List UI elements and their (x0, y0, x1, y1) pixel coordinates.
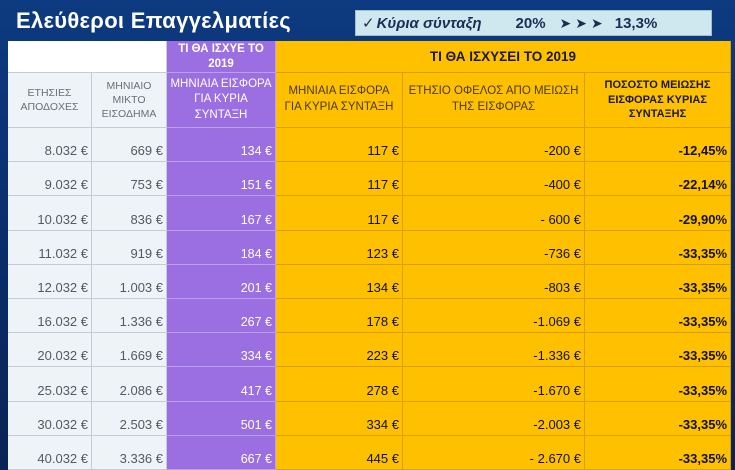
reduction-percent-cell: -33,35% (585, 264, 731, 299)
column-header-annual-benefit: ΕΤΗΣΙΟ ΟΦΕΛΟΣ ΑΠΟ ΜΕΙΩΣΗ ΤΗΣ ΕΙΣΦΟΡΑΣ (403, 73, 585, 128)
new-contribution-cell: 334 € (276, 401, 403, 436)
old-contribution-cell: 417 € (167, 367, 276, 402)
new-contribution-cell: 117 € (276, 196, 403, 231)
annual-income-cell: 25.032 € (8, 367, 92, 402)
column-header-reduction-percent: ΠΟΣΟΣΤΟ ΜΕΙΩΣΗΣ ΕΙΣΦΟΡΑΣ ΚΥΡΙΑΣ ΣΥΝΤΑΞΗΣ (585, 73, 731, 128)
reduction-percent-cell: -33,35% (585, 299, 731, 334)
new-contribution-cell: 445 € (276, 435, 403, 470)
new-contribution-cell: 223 € (276, 333, 403, 368)
column-header-new-contribution: ΜΗΝΙΑΙΑ ΕΙΣΦΟΡΑ ΓΙΑ ΚΥΡΙΑ ΣΥΝΤΑΞΗ (276, 73, 403, 128)
page-title: Ελεύθεροι Επαγγελματίες (16, 8, 292, 33)
annual-income-cell: 10.032 € (8, 196, 92, 231)
monthly-income-cell: 919 € (92, 230, 167, 265)
annual-income-cell: 16.032 € (8, 299, 92, 334)
banner-rate-after: 13,3% (614, 14, 658, 32)
annual-benefit-cell: -1.069 € (403, 299, 585, 334)
banner-rate-before: 20% (515, 14, 546, 32)
monthly-income-cell: 836 € (92, 196, 167, 231)
annual-benefit-cell: -2.003 € (403, 401, 585, 436)
annual-benefit-cell: - 600 € (403, 196, 585, 231)
annual-benefit-cell: -736 € (403, 230, 585, 265)
annual-benefit-cell: -400 € (403, 162, 585, 197)
annual-income-cell: 30.032 € (8, 401, 92, 436)
old-contribution-cell: 267 € (167, 299, 276, 334)
old-contribution-cell: 501 € (167, 401, 276, 436)
annual-income-cell: 40.032 € (8, 435, 92, 470)
new-contribution-cell: 278 € (276, 367, 403, 402)
check-icon: ✓ (362, 15, 375, 32)
new-contribution-cell: 123 € (276, 230, 403, 265)
annual-benefit-cell: -200 € (403, 128, 585, 163)
annual-benefit-cell: -803 € (403, 264, 585, 299)
column-header-monthly-income: ΜΗΝΙΑΙΟ ΜΙΚΤΟ ΕΙΣΟΔΗΜΑ (92, 73, 167, 128)
annual-income-cell: 20.032 € (8, 333, 92, 368)
new-contribution-cell: 117 € (276, 162, 403, 197)
arrow-right-icon: ➤➤➤ (559, 14, 607, 31)
contribution-table: ΤΙ ΘΑ ΙΣΧΥΕ ΤΟ 2019 ΤΙ ΘΑ ΙΣΧΥΣΕΙ ΤΟ 201… (8, 41, 731, 470)
reduction-percent-cell: -33,35% (585, 401, 731, 436)
reduction-percent-cell: -33,35% (585, 230, 731, 265)
monthly-income-cell: 1.336 € (92, 299, 167, 334)
annual-benefit-cell: -1.670 € (403, 367, 585, 402)
old-contribution-cell: 334 € (167, 333, 276, 368)
monthly-income-cell: 2.086 € (92, 367, 167, 402)
annual-income-cell: 11.032 € (8, 230, 92, 265)
annual-benefit-cell: - 2.670 € (403, 435, 585, 470)
reduction-percent-cell: -33,35% (585, 367, 731, 402)
reduction-percent-cell: -29,90% (585, 196, 731, 231)
pension-rate-banner: ✓ Κύρια σύνταξη 20% ➤➤➤ 13,3% (355, 10, 712, 36)
monthly-income-cell: 2.503 € (92, 401, 167, 436)
new-contribution-cell: 178 € (276, 299, 403, 334)
annual-benefit-cell: -1.336 € (403, 333, 585, 368)
monthly-income-cell: 1.669 € (92, 333, 167, 368)
reduction-percent-cell: -33,35% (585, 435, 731, 470)
column-header-annual-income: ΕΤΗΣΙΕΣ ΑΠΟΔΟΧΕΣ (8, 73, 92, 128)
new-contribution-cell: 134 € (276, 264, 403, 299)
old-contribution-cell: 134 € (167, 128, 276, 163)
old-contribution-cell: 184 € (167, 230, 276, 265)
annual-income-cell: 9.032 € (8, 162, 92, 197)
monthly-income-cell: 1.003 € (92, 264, 167, 299)
monthly-income-cell: 3.336 € (92, 435, 167, 470)
new-contribution-cell: 117 € (276, 128, 403, 163)
banner-label: Κύρια σύνταξη (376, 14, 482, 32)
monthly-income-cell: 669 € (92, 128, 167, 163)
header-group-after: ΤΙ ΘΑ ΙΣΧΥΣΕΙ ΤΟ 2019 (276, 41, 731, 73)
header-blank (8, 41, 167, 73)
reduction-percent-cell: -22,14% (585, 162, 731, 197)
old-contribution-cell: 201 € (167, 264, 276, 299)
monthly-income-cell: 753 € (92, 162, 167, 197)
annual-income-cell: 12.032 € (8, 264, 92, 299)
reduction-percent-cell: -12,45% (585, 128, 731, 163)
annual-income-cell: 8.032 € (8, 128, 92, 163)
column-header-old-contribution: ΜΗΝΙΑΙΑ ΕΙΣΦΟΡΑ ΓΙΑ ΚΥΡΙΑ ΣΥΝΤΑΞΗ (167, 73, 276, 128)
old-contribution-cell: 667 € (167, 435, 276, 470)
reduction-percent-cell: -33,35% (585, 333, 731, 368)
header-group-before: ΤΙ ΘΑ ΙΣΧΥΕ ΤΟ 2019 (167, 41, 276, 73)
old-contribution-cell: 167 € (167, 196, 276, 231)
old-contribution-cell: 151 € (167, 162, 276, 197)
